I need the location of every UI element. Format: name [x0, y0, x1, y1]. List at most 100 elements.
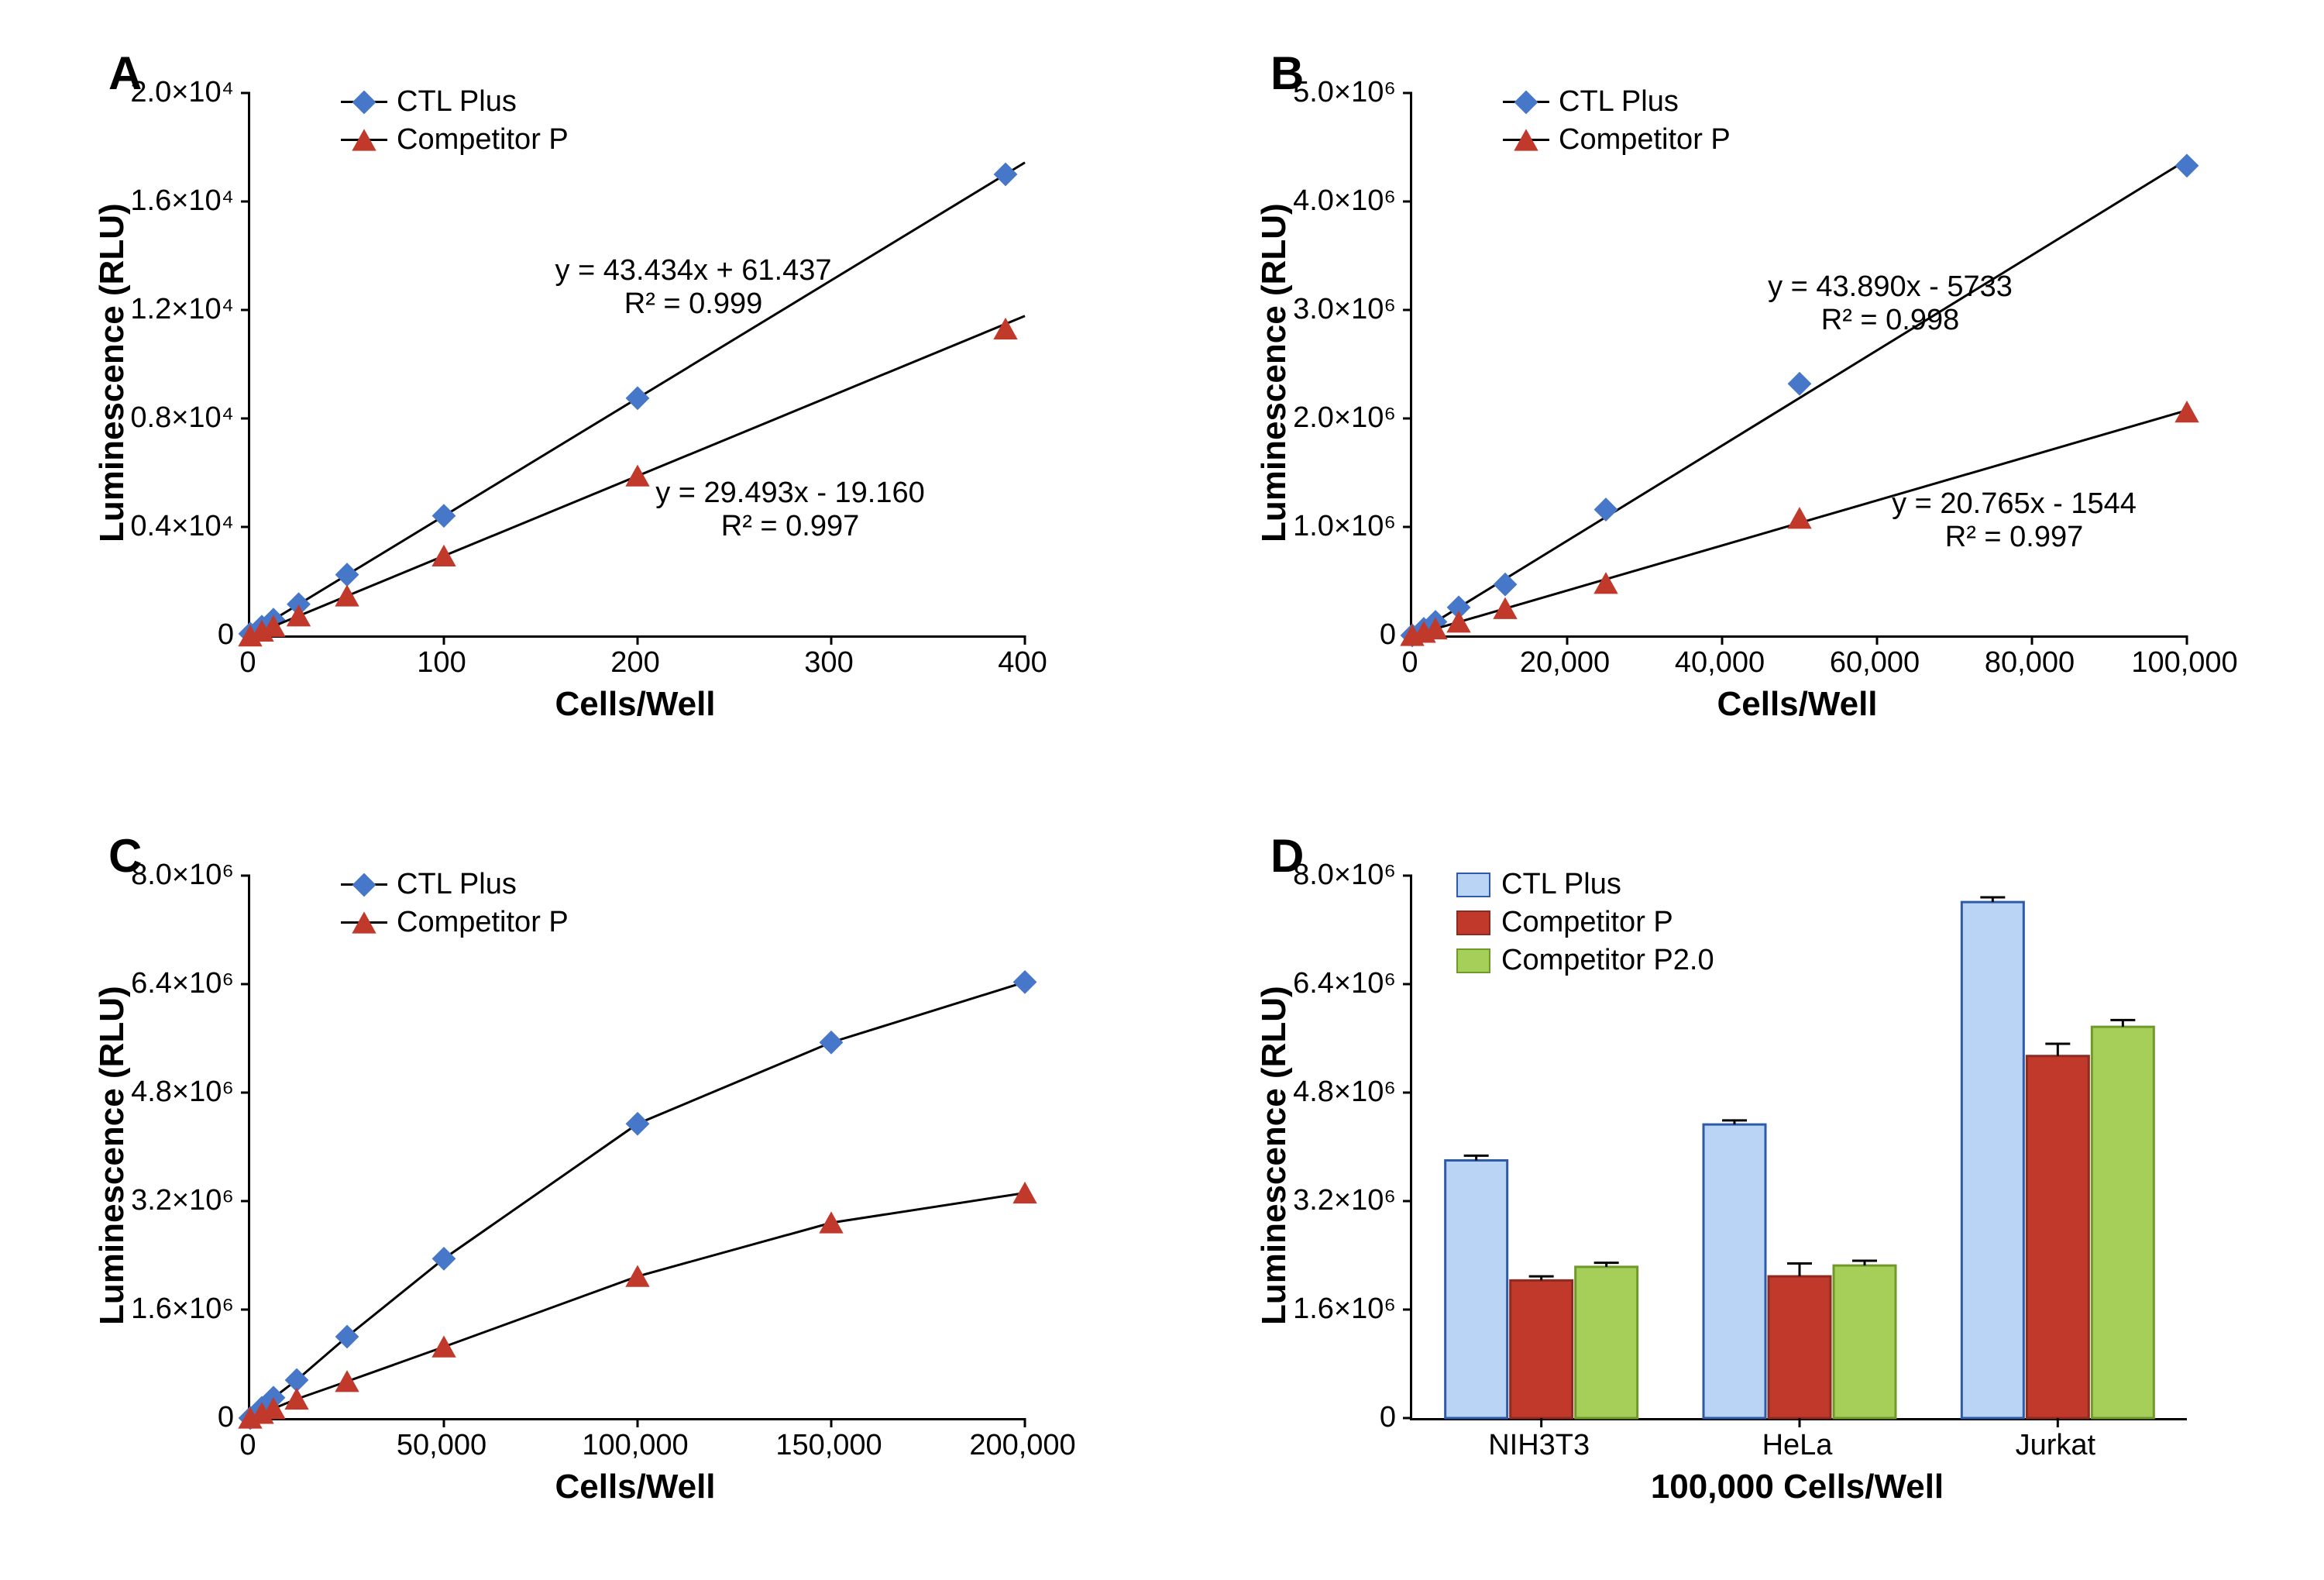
swatch-icon	[1456, 873, 1490, 897]
plot-C	[248, 876, 1025, 1420]
bar	[1961, 902, 2023, 1418]
diamond-marker	[995, 164, 1016, 185]
bar	[1703, 1124, 1765, 1418]
legend-label: Competitor P	[1501, 906, 1673, 939]
ytick-label: 2.0×10⁴	[130, 76, 234, 109]
legend-item: Competitor P	[341, 123, 569, 157]
x-axis-label: Cells/Well	[1410, 685, 2185, 724]
plot-svg-B	[1412, 93, 2187, 635]
legend-item: CTL Plus	[1456, 868, 1714, 901]
triangle-marker	[433, 546, 455, 566]
ytick-label: 8.0×10⁶	[1293, 859, 1396, 892]
bar	[1576, 1267, 1638, 1418]
bar	[2027, 1056, 2089, 1418]
fit-annotation: y = 29.493x - 19.160R² = 0.997	[635, 477, 945, 543]
category-label: NIH3T3	[1462, 1429, 1617, 1462]
diamond-marker	[627, 1113, 648, 1134]
legend-item: Competitor P2.0	[1456, 944, 1714, 977]
x-axis-label: Cells/Well	[248, 1468, 1023, 1506]
legend-C: CTL Plus Competitor P	[341, 868, 569, 944]
diamond-icon	[1514, 90, 1538, 115]
swatch-icon	[1456, 910, 1490, 935]
xtick-label: 60,000	[1813, 646, 1937, 680]
diamond-icon	[352, 90, 376, 115]
ytick-label: 1.2×10⁴	[130, 293, 234, 326]
legend-B: CTL Plus Competitor P	[1503, 85, 1731, 161]
legend-label: CTL Plus	[397, 868, 517, 901]
xtick-label: 0	[186, 646, 310, 680]
triangle-marker	[627, 1267, 648, 1286]
xtick-label: 200	[573, 646, 697, 680]
legend-D: CTL Plus Competitor P Competitor P2.0	[1456, 868, 1714, 982]
ytick-label: 3.2×10⁶	[1293, 1184, 1396, 1217]
ytick-label: 0	[1380, 1401, 1396, 1434]
triangle-marker	[1494, 599, 1516, 618]
diamond-marker	[1595, 499, 1617, 521]
legend-label: CTL Plus	[1501, 868, 1621, 901]
triangle-marker	[286, 1389, 308, 1409]
triangle-icon	[352, 910, 376, 935]
xtick-label: 0	[1348, 646, 1472, 680]
diamond-marker	[433, 505, 455, 527]
xtick-label: 80,000	[1968, 646, 2092, 680]
xtick-label: 100,000	[573, 1429, 697, 1462]
legend-item: Competitor P	[341, 906, 569, 939]
fit-annotation: y = 20.765x - 1544R² = 0.997	[1859, 487, 2169, 554]
ytick-label: 4.8×10⁶	[1293, 1076, 1396, 1109]
ytick-label: 0.4×10⁴	[130, 510, 234, 543]
triangle-marker	[433, 1337, 455, 1357]
ytick-label: 1.6×10⁴	[130, 184, 234, 218]
ytick-label: 3.0×10⁶	[1293, 293, 1396, 326]
xtick-label: 0	[186, 1429, 310, 1462]
ytick-label: 2.0×10⁶	[1293, 401, 1396, 435]
fit-annotation: y = 43.434x + 61.437R² = 0.999	[538, 254, 848, 321]
legend-label: CTL Plus	[397, 85, 517, 119]
plot-A	[248, 93, 1025, 638]
bar	[1769, 1276, 1831, 1418]
ytick-label: 6.4×10⁶	[1293, 967, 1396, 1000]
diamond-marker	[336, 564, 358, 586]
triangle-marker	[336, 586, 358, 605]
ytick-label: 1.0×10⁶	[1293, 510, 1396, 543]
y-axis-label: Luminescence (RLU)	[1255, 203, 1294, 542]
legend-label: CTL Plus	[1559, 85, 1679, 119]
triangle-marker	[336, 1372, 358, 1391]
ytick-label: 8.0×10⁶	[131, 859, 234, 892]
ytick-label: 6.4×10⁶	[131, 967, 234, 1000]
ytick-label: 4.0×10⁶	[1293, 184, 1396, 218]
xtick-label: 40,000	[1658, 646, 1782, 680]
diamond-marker	[1494, 573, 1516, 595]
triangle-marker	[1789, 508, 1810, 528]
legend-item: CTL Plus	[341, 868, 569, 901]
ytick-label: 4.8×10⁶	[131, 1076, 234, 1109]
legend-label: Competitor P	[397, 123, 569, 157]
legend-item: Competitor P	[1503, 123, 1731, 157]
plot-svg-A	[250, 93, 1025, 635]
xtick-label: 100,000	[2123, 646, 2247, 680]
swatch-icon	[1456, 948, 1490, 973]
xtick-label: 200,000	[961, 1429, 1085, 1462]
category-label: Jurkat	[1978, 1429, 2133, 1462]
triangle-icon	[1514, 128, 1538, 153]
fit-annotation: y = 43.890x - 5733R² = 0.998	[1735, 270, 2045, 337]
category-label: HeLa	[1720, 1429, 1875, 1462]
ytick-label: 1.6×10⁶	[131, 1293, 234, 1326]
triangle-marker	[995, 319, 1016, 339]
diamond-marker	[627, 387, 648, 409]
xtick-label: 100	[380, 646, 504, 680]
diamond-marker	[820, 1031, 842, 1053]
diamond-marker	[1789, 373, 1810, 394]
xtick-label: 150,000	[767, 1429, 891, 1462]
y-axis-label: Luminescence (RLU)	[1255, 986, 1294, 1325]
xtick-label: 300	[767, 646, 891, 680]
legend-label: Competitor P2.0	[1501, 944, 1714, 977]
legend-label: Competitor P	[397, 906, 569, 939]
diamond-marker	[2176, 155, 2198, 177]
legend-item: CTL Plus	[341, 85, 569, 119]
x-axis-label: 100,000 Cells/Well	[1410, 1468, 2185, 1506]
y-axis-label: Luminescence (RLU)	[93, 986, 132, 1325]
xtick-label: 50,000	[380, 1429, 504, 1462]
bar	[1511, 1280, 1573, 1418]
bar	[2092, 1027, 2154, 1418]
legend-item: CTL Plus	[1503, 85, 1731, 119]
